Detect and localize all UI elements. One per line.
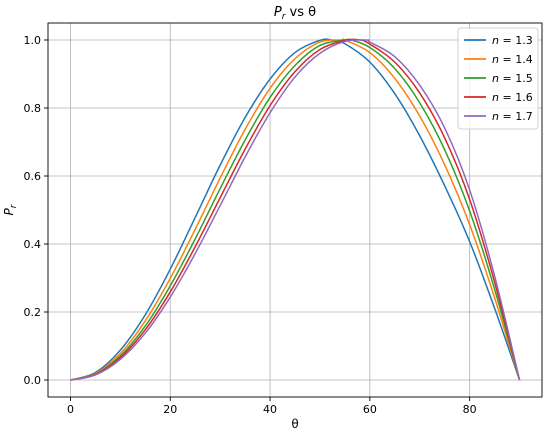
series-line-1 [70, 38, 521, 381]
legend-label-2: n = 1.4 [492, 53, 533, 66]
y-tick-label: 1.0 [24, 34, 42, 47]
y-tick-label: 0.2 [24, 306, 42, 319]
y-tick-label: 0.6 [24, 170, 42, 183]
axis-ticks: 0 20 40 60 80 0.0 0.2 0.4 0.6 0.8 1.0 [24, 34, 477, 416]
y-axis-label: Pr [2, 203, 19, 215]
legend: n = 1.3 n = 1.4 n = 1.5 n = 1.6 n = 1.7 [457, 27, 539, 130]
legend-label-3: n = 1.5 [492, 72, 533, 85]
y-tick-label: 0.8 [24, 102, 42, 115]
x-tick-label: 40 [263, 403, 277, 416]
series-line-4 [70, 38, 521, 381]
series-line-5 [70, 39, 521, 381]
legend-label-1: n = 1.3 [492, 34, 533, 47]
y-tick-label: 0.4 [24, 238, 42, 251]
plot-lines [70, 38, 521, 381]
series-line-3 [70, 38, 521, 381]
legend-box [457, 27, 539, 130]
plot-frame [47, 22, 543, 398]
x-axis-label: θ [291, 417, 298, 431]
chart-title: Pr vs θ [274, 5, 316, 22]
legend-label-5: n = 1.7 [492, 110, 533, 123]
x-tick-label: 0 [67, 403, 74, 416]
x-tick-label: 20 [163, 403, 177, 416]
series-line-2 [70, 38, 521, 381]
legend-label-4: n = 1.6 [492, 91, 533, 104]
y-tick-label: 0.0 [24, 374, 42, 387]
x-tick-label: 60 [363, 403, 377, 416]
x-tick-label: 80 [463, 403, 477, 416]
